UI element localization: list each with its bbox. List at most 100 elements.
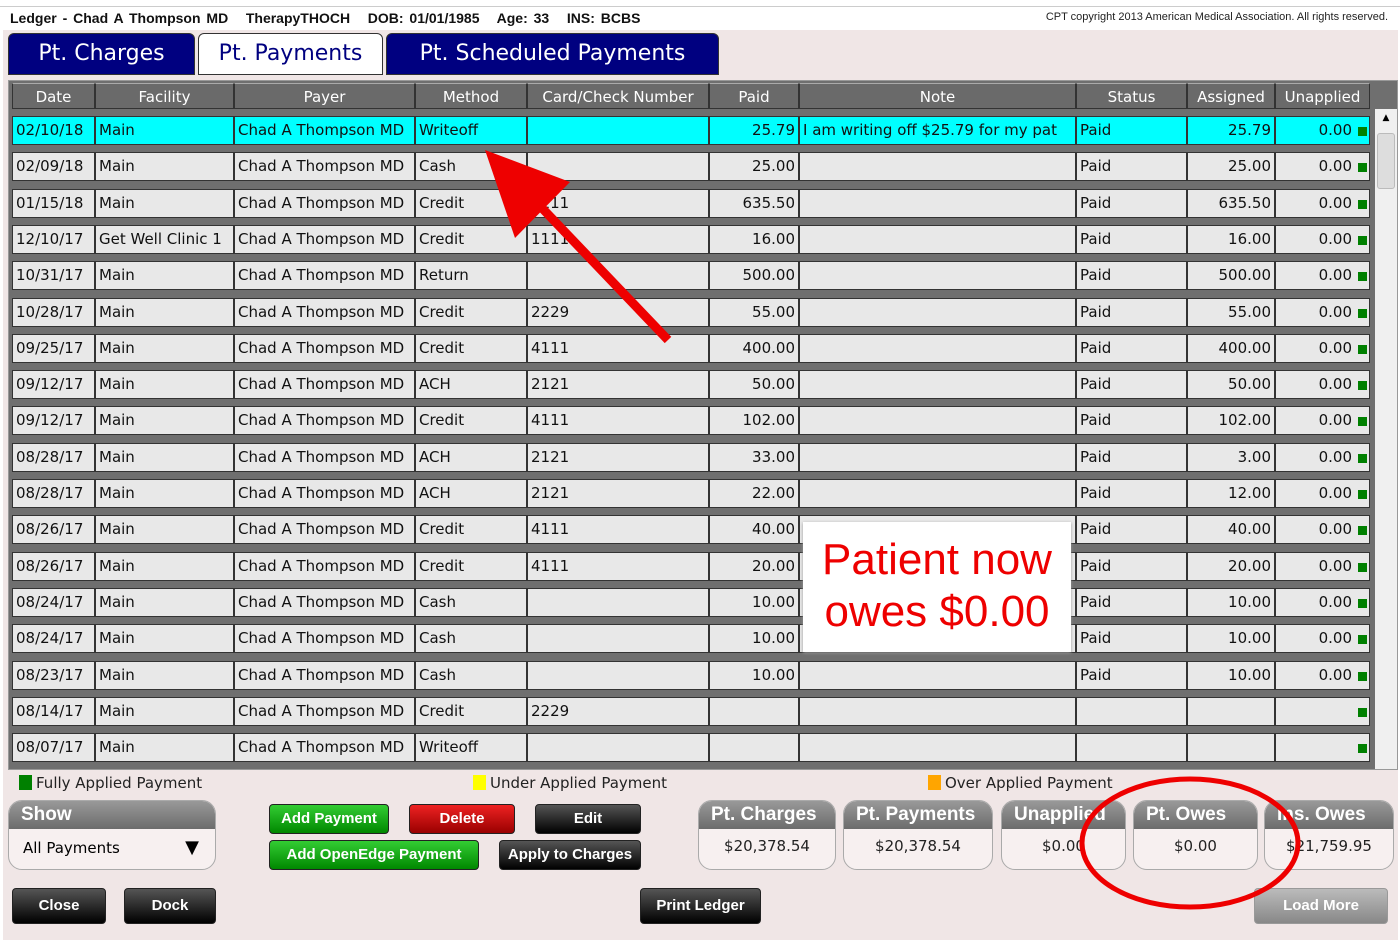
table-row[interactable]: 08/28/17 Main Chad A Thompson MD ACH 2121 33.… <box>12 442 1370 472</box>
column-header-payer[interactable]: Payer <box>234 83 415 109</box>
scroll-thumb[interactable] <box>1377 133 1395 189</box>
cell-date: 08/28/17 <box>12 479 95 508</box>
cell-note <box>799 406 1076 436</box>
cell-assigned: 102.00 <box>1187 406 1275 436</box>
cell-status: Paid <box>1076 660 1187 690</box>
cell-paid: 22.00 <box>709 479 799 508</box>
cell-facility: Main <box>95 297 234 327</box>
dock-button[interactable]: Dock <box>124 888 216 924</box>
cell-status: Paid <box>1076 333 1187 363</box>
cell-note <box>799 479 1076 508</box>
red-arrow-icon <box>516 181 672 344</box>
cell-unapplied: 0.00 <box>1275 152 1370 182</box>
table-row[interactable]: 09/25/17 Main Chad A Thompson MD Credit 4111… <box>12 333 1370 363</box>
cell-unapplied: 0.00 <box>1275 551 1370 581</box>
cell-paid: 10.00 <box>709 587 799 617</box>
fully-applied-indicator <box>1358 744 1367 754</box>
fully-applied-indicator <box>1358 272 1367 282</box>
red-circle-highlight <box>1079 776 1301 910</box>
cell-status: Paid <box>1076 297 1187 327</box>
cell-paid: 25.00 <box>709 152 799 182</box>
cell-payer: Chad A Thompson MD <box>234 733 415 763</box>
cell-card-number <box>527 587 709 617</box>
cell-date: 10/31/17 <box>12 261 95 291</box>
cell-card-number: 4111 <box>527 551 709 581</box>
cell-facility: Main <box>95 442 234 472</box>
cell-paid: 16.00 <box>709 224 799 254</box>
table-row[interactable]: 10/28/17 Main Chad A Thompson MD Credit 2229… <box>12 297 1370 327</box>
cell-payer: Chad A Thompson MD <box>234 551 415 581</box>
table-row[interactable]: 02/10/18 Main Chad A Thompson MD Writeoff 25… <box>12 116 1370 145</box>
cell-unapplied: 0.00 <box>1275 188 1370 218</box>
column-header-assigned[interactable]: Assigned <box>1187 83 1275 109</box>
cell-card-number: 4111 <box>527 515 709 545</box>
cell-assigned: 20.00 <box>1187 551 1275 581</box>
total-unapplied: Unapplied $0.00 <box>1001 800 1126 870</box>
cell-facility: Main <box>95 515 234 545</box>
cell-date: 08/28/17 <box>12 442 95 472</box>
cell-facility: Main <box>95 660 234 690</box>
show-filter: Show All Payments ▼ <box>8 800 216 870</box>
table-row[interactable]: 12/10/17 Get Well Clinic 1 Chad A Thompson… <box>12 224 1370 254</box>
cell-method: ACH <box>415 479 527 508</box>
print-ledger-button[interactable]: Print Ledger <box>640 888 761 924</box>
tab-pt-payments[interactable]: Pt. Payments <box>198 33 383 75</box>
add-payment-button[interactable]: Add Payment <box>269 804 389 834</box>
cell-card-number: 4111 <box>527 406 709 436</box>
cell-payer: Chad A Thompson MD <box>234 297 415 327</box>
column-header-date[interactable]: Date <box>12 83 95 109</box>
cell-note <box>799 261 1076 291</box>
cell-date: 01/15/18 <box>12 188 95 218</box>
cell-date: 02/09/18 <box>12 152 95 182</box>
cell-status: Paid <box>1076 152 1187 182</box>
cell-assigned: 400.00 <box>1187 333 1275 363</box>
cell-facility: Main <box>95 116 234 145</box>
cell-note <box>799 297 1076 327</box>
column-header-status[interactable]: Status <box>1076 83 1187 109</box>
cell-assigned: 25.79 <box>1187 116 1275 145</box>
fully-applied-indicator <box>1358 381 1367 391</box>
ledger-window: Pt. Charges Pt. Payments Pt. Scheduled P… <box>3 30 1398 940</box>
vertical-scrollbar[interactable]: ▲ <box>1375 109 1397 769</box>
add-openedge-payment-button[interactable]: Add OpenEdge Payment <box>269 840 479 870</box>
cell-date: 02/10/18 <box>12 116 95 145</box>
cell-status: Paid <box>1076 479 1187 508</box>
cell-paid: 500.00 <box>709 261 799 291</box>
cell-method: Credit <box>415 551 527 581</box>
table-row[interactable]: 09/12/17 Main Chad A Thompson MD ACH 2121 50.… <box>12 370 1370 400</box>
cell-facility: Main <box>95 261 234 291</box>
load-more-button[interactable]: Load More <box>1254 888 1388 924</box>
apply-to-charges-button[interactable]: Apply to Charges <box>499 840 641 870</box>
close-button[interactable]: Close <box>12 888 106 924</box>
table-row[interactable]: 08/23/17 Main Chad A Thompson MD Cash 10.00 P… <box>12 660 1370 690</box>
cell-facility: Main <box>95 733 234 763</box>
column-header-paid[interactable]: Paid <box>709 83 799 109</box>
cell-unapplied: 0.00 <box>1275 442 1370 472</box>
column-header-card-number[interactable]: Card/Check Number <box>527 83 709 109</box>
delete-button[interactable]: Delete <box>409 804 515 834</box>
edit-button[interactable]: Edit <box>535 804 641 834</box>
fully-applied-indicator <box>1358 635 1367 645</box>
cell-unapplied: 0.00 <box>1275 116 1370 145</box>
table-row[interactable]: 08/14/17 Main Chad A Thompson MD Credit 2229 <box>12 696 1370 726</box>
cell-paid: 635.50 <box>709 188 799 218</box>
table-row[interactable]: 09/12/17 Main Chad A Thompson MD Credit 4111… <box>12 406 1370 436</box>
table-row[interactable]: 08/26/17 Main Chad A Thompson MD Credit 4111… <box>12 551 1370 581</box>
table-row[interactable]: 08/07/17 Main Chad A Thompson MD Writeoff <box>12 733 1370 763</box>
tab-pt-scheduled-payments[interactable]: Pt. Scheduled Payments <box>386 33 719 75</box>
column-header-unapplied[interactable]: Unapplied <box>1275 83 1370 109</box>
cell-method: Return <box>415 261 527 291</box>
show-select[interactable]: All Payments ▼ <box>23 837 199 858</box>
cell-method: Credit <box>415 406 527 436</box>
cell-method: Writeoff <box>415 116 527 145</box>
column-header-method[interactable]: Method <box>415 83 527 109</box>
table-row[interactable]: 08/28/17 Main Chad A Thompson MD ACH 2121 22.… <box>12 479 1370 508</box>
tab-pt-charges[interactable]: Pt. Charges <box>8 33 195 75</box>
scroll-up-icon[interactable]: ▲ <box>1382 113 1390 123</box>
table-row[interactable]: 02/09/18 Main Chad A Thompson MD Cash 25.00 P… <box>12 152 1370 182</box>
column-header-facility[interactable]: Facility <box>95 83 234 109</box>
cell-note <box>799 696 1076 726</box>
cell-payer: Chad A Thompson MD <box>234 406 415 436</box>
column-header-note[interactable]: Note <box>799 83 1076 109</box>
table-row[interactable]: 01/15/18 Main Chad A Thompson MD Credit 4111… <box>12 188 1370 218</box>
